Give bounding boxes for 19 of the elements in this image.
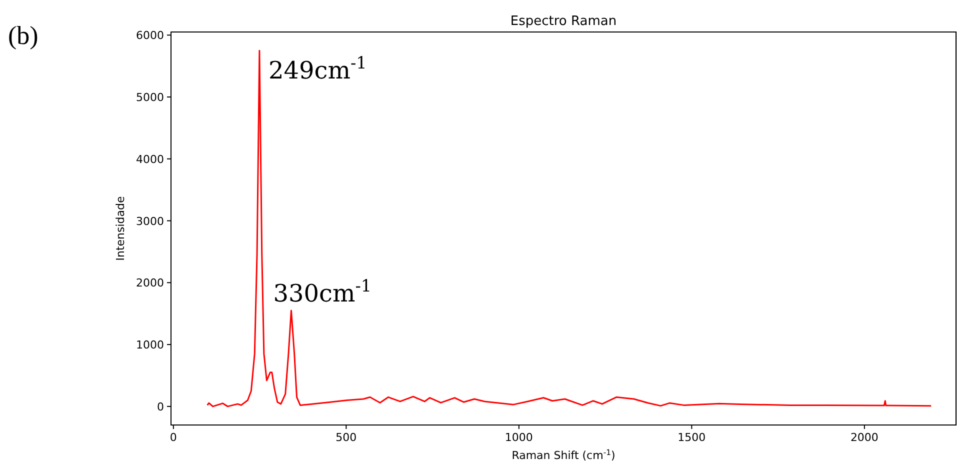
chart-title: Espectro Raman	[510, 14, 617, 29]
x-tick-label: 0	[170, 431, 177, 444]
annotation: 330cm$^{-1}$	[273, 276, 372, 308]
y-tick-label: 4000	[136, 152, 164, 166]
annotation: 249cm$^{-1}$	[268, 52, 367, 85]
x-tick-label: 1500	[678, 431, 706, 444]
x-axis-title: Raman Shift (cm$^{-1}$)	[512, 448, 616, 461]
y-axis-title: Intensidade	[114, 196, 127, 261]
text: (b)	[8, 21, 38, 50]
y-tick-label: 0	[157, 400, 164, 414]
x-tick-label: 2000	[850, 431, 878, 444]
y-tick-label: 6000	[136, 29, 164, 42]
y-tick-label: 5000	[136, 90, 164, 104]
y-tick-label: 1000	[136, 338, 164, 352]
y-tick-label: 3000	[136, 214, 164, 228]
y-tick-label: 2000	[136, 276, 164, 290]
x-tick-label: 1000	[504, 431, 533, 444]
x-tick-label: 500	[336, 431, 357, 444]
line-series	[206, 50, 932, 408]
